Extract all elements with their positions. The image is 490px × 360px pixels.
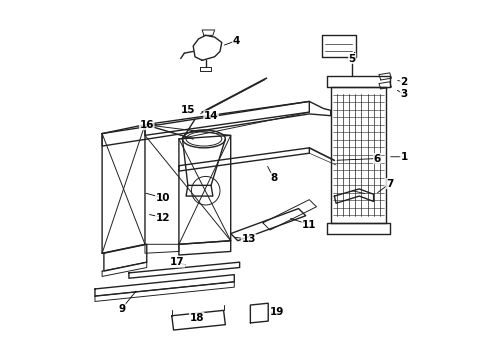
Text: 5: 5 — [348, 54, 356, 64]
Text: 12: 12 — [156, 212, 170, 222]
Text: 9: 9 — [118, 303, 125, 314]
Text: 8: 8 — [270, 173, 277, 183]
Text: 1: 1 — [400, 152, 408, 162]
Text: 7: 7 — [386, 179, 393, 189]
Text: 19: 19 — [270, 307, 284, 317]
Text: 11: 11 — [302, 220, 317, 230]
Text: 2: 2 — [400, 77, 408, 87]
Text: 13: 13 — [241, 234, 256, 244]
Text: 16: 16 — [140, 120, 154, 130]
Text: 4: 4 — [232, 36, 240, 46]
Text: 10: 10 — [156, 193, 170, 203]
Text: 6: 6 — [373, 154, 381, 163]
Text: 3: 3 — [400, 89, 408, 99]
Text: 18: 18 — [190, 312, 204, 323]
Text: 17: 17 — [170, 257, 184, 267]
Text: 14: 14 — [204, 111, 219, 121]
Text: 15: 15 — [181, 105, 195, 115]
